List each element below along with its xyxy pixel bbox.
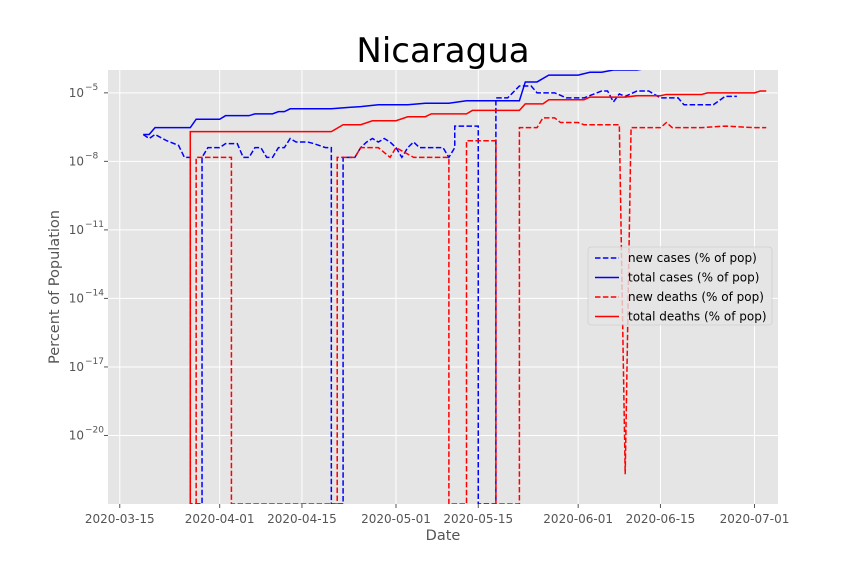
legend-label: new cases (% of pop) [628, 251, 757, 265]
x-axis-label: Date [426, 528, 461, 544]
y-tick-exponent: −20 [85, 425, 104, 435]
y-tick-exponent: −14 [85, 288, 104, 298]
series-line-3 [195, 117, 767, 504]
x-tick-label: 2020-06-15 [626, 512, 696, 526]
y-tick-label: 10 [69, 86, 84, 100]
x-tick-label: 2020-03-15 [85, 512, 155, 526]
y-tick-exponent: −17 [85, 357, 104, 367]
x-tick-label: 2020-04-01 [185, 512, 255, 526]
legend: new cases (% of pop) total cases (% of po… [587, 246, 773, 326]
y-tick-exponent: −11 [85, 220, 104, 230]
legend-box [587, 246, 773, 326]
series-line-2 [143, 70, 642, 136]
legend-label: total deaths (% of pop) [628, 310, 767, 324]
y-tick-label: 10 [69, 291, 84, 305]
y-tick-label: 10 [69, 154, 84, 168]
x-tick-label: 2020-06-01 [543, 512, 613, 526]
x-tick-label: 2020-07-01 [720, 512, 790, 526]
x-tick-label: 2020-05-01 [361, 512, 431, 526]
series-line-4 [189, 90, 767, 504]
series-layer [142, 70, 767, 504]
legend-label: total cases (% of pop) [628, 271, 759, 285]
legend-label: new deaths (% of pop) [628, 290, 764, 304]
y-tick-label: 10 [69, 360, 84, 374]
y-axis-label: Percent of Population [47, 210, 63, 364]
chart-title: Nicaragua [356, 31, 529, 71]
y-tick-exponent: −5 [85, 83, 98, 93]
y-tick-label: 10 [69, 428, 84, 442]
x-axis: 2020-03-15 2020-04-01 2020-04-15 2020-05-01… [85, 504, 789, 526]
series-line-1 [142, 85, 737, 504]
y-tick-exponent: −8 [85, 151, 99, 161]
x-tick-label: 2020-04-15 [267, 512, 337, 526]
x-tick-label: 2020-05-15 [443, 512, 513, 526]
y-tick-label: 10 [69, 223, 84, 237]
